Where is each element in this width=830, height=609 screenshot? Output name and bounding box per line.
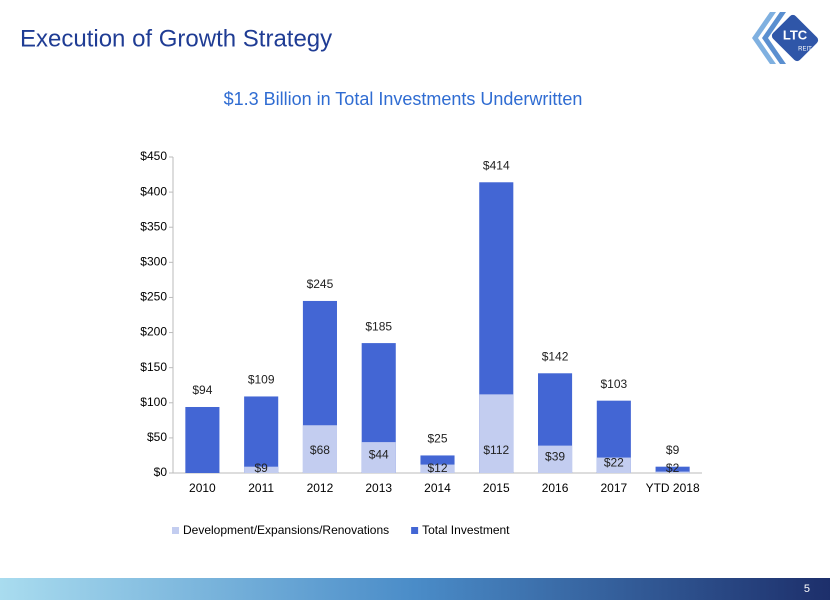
bar: [302, 425, 337, 473]
x-tick-label: 2013: [365, 481, 392, 495]
legend-swatch: [411, 527, 419, 534]
y-tick-label: $200: [140, 325, 167, 339]
value-label: $9: [254, 461, 268, 475]
value-label: $44: [369, 448, 389, 462]
y-tick-label: $250: [140, 290, 167, 304]
bar: [655, 471, 690, 473]
value-label: $68: [310, 443, 330, 457]
y-tick-label: $300: [140, 255, 167, 269]
y-tick-label: $0: [154, 465, 168, 479]
bar: [596, 457, 631, 473]
y-tick-label: $100: [140, 395, 167, 409]
value-label: $9: [666, 443, 680, 457]
value-label: $142: [542, 349, 569, 363]
x-tick-label: 2012: [307, 481, 334, 495]
x-tick-label: 2014: [424, 481, 451, 495]
value-label: $112: [483, 443, 509, 457]
value-label: $109: [248, 373, 275, 387]
y-tick-label: $350: [140, 219, 167, 233]
page-number: 5: [804, 583, 810, 595]
legend-swatch: [172, 527, 179, 534]
x-tick-label: 2016: [542, 481, 569, 495]
x-tick-label: 2010: [189, 481, 216, 495]
value-label: $12: [427, 461, 447, 475]
value-label: $2: [666, 461, 680, 475]
y-tick-label: $150: [140, 360, 167, 374]
bar: [655, 466, 690, 473]
bar: [244, 466, 279, 473]
y-tick-label: $50: [147, 430, 167, 444]
slide-title: Execution of Growth Strategy: [20, 25, 332, 52]
value-label: $245: [307, 277, 334, 291]
value-label: $414: [483, 158, 510, 172]
x-tick-label: YTD 2018: [646, 481, 700, 495]
footer-band: [0, 578, 830, 600]
x-tick-label: 2011: [248, 481, 274, 495]
legend-label: Total Investment: [422, 523, 510, 537]
value-label: $39: [545, 449, 565, 463]
chart-title: $1.3 Billion in Total Investments Underw…: [224, 89, 583, 109]
bar: [244, 396, 279, 473]
y-tick-label: $450: [140, 149, 167, 163]
logo-text: LTC: [783, 27, 808, 42]
x-tick-label: 2015: [483, 481, 510, 495]
logo: LTC REIT: [752, 12, 819, 64]
value-label: $25: [427, 432, 447, 446]
logo-sub: REIT: [798, 47, 812, 53]
value-label: $185: [365, 319, 392, 333]
bar: [361, 442, 396, 473]
bar: [185, 406, 220, 473]
legend-label: Development/Expansions/Renovations: [183, 523, 389, 537]
value-label: $103: [600, 377, 627, 391]
value-label: $94: [192, 383, 212, 397]
y-tick-label: $400: [140, 184, 167, 198]
x-tick-label: 2017: [600, 481, 627, 495]
bar: [479, 394, 514, 473]
bar: [538, 445, 573, 473]
value-label: $22: [604, 455, 624, 469]
bar: [420, 464, 455, 473]
